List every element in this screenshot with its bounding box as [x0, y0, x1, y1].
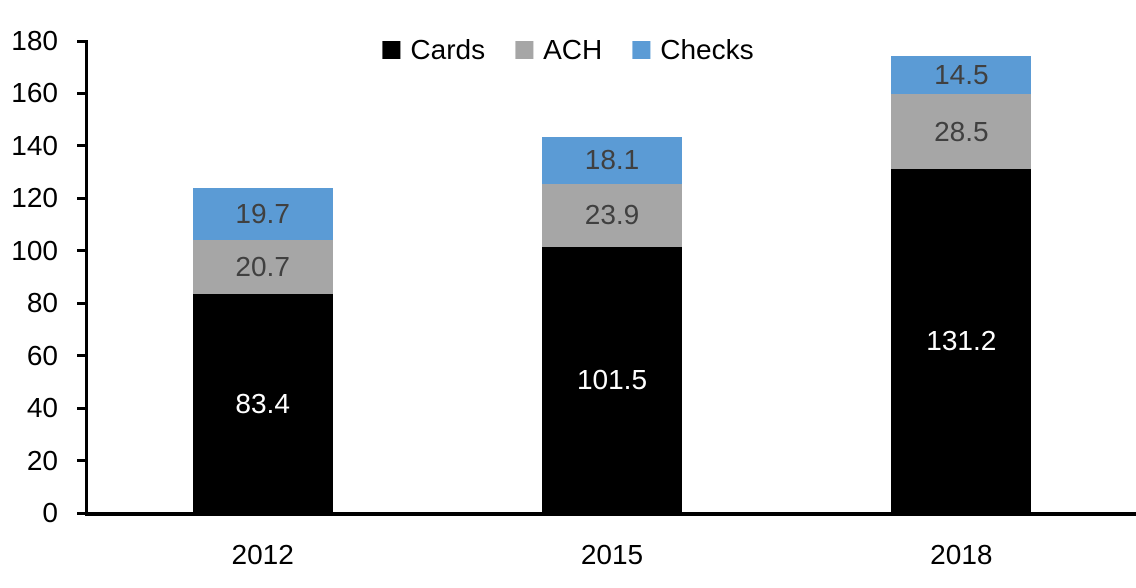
chart-legend: Cards ACH Checks: [382, 34, 754, 65]
y-tick-label: 160: [11, 77, 58, 109]
bar-segment-label: 83.4: [235, 387, 290, 419]
legend-swatch-icon: [515, 41, 534, 59]
y-tick-mark: [77, 459, 88, 463]
y-tick-mark: [77, 144, 88, 148]
y-tick-mark: [77, 301, 88, 305]
bar-segment-label: 18.1: [584, 144, 640, 176]
y-tick-label: 180: [11, 25, 58, 56]
bar-segment-label: 28.5: [934, 115, 989, 147]
bar-segment-ach: 23.9: [542, 184, 682, 247]
bar-segment-label: 23.9: [584, 199, 640, 231]
y-tick-mark: [77, 39, 88, 43]
legend-label: ACH: [543, 34, 603, 65]
legend-item-ach: ACH: [515, 36, 602, 64]
bar-segment-cards: 83.4: [192, 294, 333, 513]
y-tick-label: 0: [42, 497, 58, 528]
bar-column-2015: 18.1 23.9 101.5: [542, 136, 682, 513]
bar-column-2012: 19.7 20.7 83.4: [192, 188, 333, 513]
x-axis-label: 2015: [580, 539, 644, 570]
y-tick-label: 140: [11, 129, 58, 161]
legend-item-cards: Cards: [382, 36, 485, 64]
bar-column-2018: 14.5 28.5 131.2: [891, 56, 1032, 513]
y-tick-label: 20: [26, 444, 58, 476]
y-tick-label: 120: [11, 182, 58, 214]
legend-label: Checks: [660, 34, 754, 65]
x-axis-label: 2012: [231, 539, 294, 570]
y-tick-label: 80: [26, 287, 58, 319]
bar-segment-label: 20.7: [235, 251, 290, 283]
bar-segment-label: 14.5: [934, 59, 989, 91]
y-axis-line: [85, 41, 88, 516]
y-tick-mark: [77, 249, 88, 253]
y-tick-mark: [77, 196, 88, 200]
x-axis-label: 2018: [930, 539, 993, 570]
bar-segment-ach: 28.5: [891, 94, 1032, 169]
y-tick-label: 100: [11, 234, 58, 266]
y-tick-label: 60: [26, 339, 58, 371]
legend-swatch-icon: [632, 41, 651, 59]
bar-segment-checks: 14.5: [891, 56, 1032, 95]
legend-swatch-icon: [382, 41, 401, 59]
bar-segment-label: 131.2: [926, 324, 997, 356]
y-tick-mark: [77, 91, 88, 95]
y-tick-mark: [77, 511, 88, 515]
x-axis-line: [85, 512, 1136, 516]
bar-segment-label: 101.5: [576, 363, 648, 395]
bar-segment-checks: 18.1: [542, 136, 682, 185]
legend-label: Cards: [410, 34, 486, 65]
y-tick-mark: [77, 406, 88, 410]
bar-segment-label: 19.7: [235, 198, 290, 230]
bar-segment-cards: 131.2: [891, 168, 1032, 513]
y-tick-mark: [77, 354, 88, 358]
bar-segment-cards: 101.5: [542, 246, 682, 513]
bar-segment-ach: 20.7: [192, 240, 333, 295]
legend-item-checks: Checks: [632, 34, 754, 65]
bar-segment-checks: 19.7: [192, 188, 333, 241]
y-tick-label: 40: [26, 392, 58, 424]
